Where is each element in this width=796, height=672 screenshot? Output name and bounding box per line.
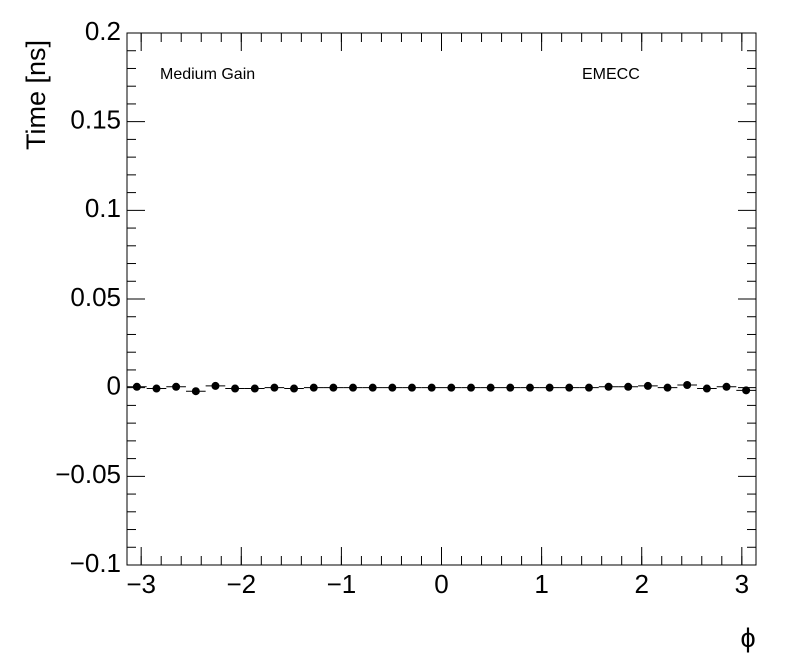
data-point: [132, 382, 141, 391]
data-point: [329, 383, 338, 392]
y-tick-label: 0.1: [85, 193, 121, 223]
plot-frame: [126, 32, 757, 566]
data-point: [388, 383, 397, 392]
y-tick-label: 0.15: [70, 105, 121, 135]
data-point: [722, 382, 731, 391]
y-tick-label: −0.1: [70, 548, 121, 578]
data-point: [486, 383, 495, 392]
y-axis-title: Time [ns]: [21, 40, 51, 150]
data-point: [231, 384, 240, 393]
x-tick-label: 2: [634, 569, 648, 599]
data-point: [624, 382, 633, 391]
data-point: [368, 383, 377, 392]
data-point: [643, 381, 652, 390]
x-tick-label: −1: [327, 569, 357, 599]
data-point: [270, 383, 279, 392]
y-tick-label: −0.05: [55, 459, 121, 489]
data-point: [506, 383, 515, 392]
x-tick-label: 3: [735, 569, 749, 599]
data-point: [742, 386, 751, 395]
data-point: [172, 382, 181, 391]
data-point: [309, 383, 318, 392]
y-tick-label: 0: [107, 371, 121, 401]
x-axis-title: ϕ: [740, 623, 755, 653]
data-point: [211, 381, 220, 390]
data-point: [663, 383, 672, 392]
x-tick-label: 0: [434, 569, 448, 599]
data-point: [407, 383, 416, 392]
data-point: [152, 384, 161, 393]
annotation: Medium Gain: [160, 66, 255, 83]
x-tick-label: −3: [126, 569, 156, 599]
data-point: [349, 383, 358, 392]
data-point: [604, 382, 613, 391]
data-point: [250, 384, 259, 393]
data-point: [467, 383, 476, 392]
data-point: [702, 384, 711, 393]
data-point: [584, 383, 593, 392]
data-point: [447, 383, 456, 392]
data-point: [290, 384, 299, 393]
data-point: [191, 387, 200, 396]
data-point: [545, 383, 554, 392]
annotation: EMECC: [582, 66, 640, 83]
data-point: [683, 381, 692, 390]
x-tick-label: 1: [534, 569, 548, 599]
data-point: [427, 383, 436, 392]
x-tick-label: −2: [226, 569, 256, 599]
y-tick-label: 0.05: [70, 282, 121, 312]
y-tick-label: 0.2: [85, 16, 121, 46]
data-point: [525, 383, 534, 392]
data-point: [565, 383, 574, 392]
